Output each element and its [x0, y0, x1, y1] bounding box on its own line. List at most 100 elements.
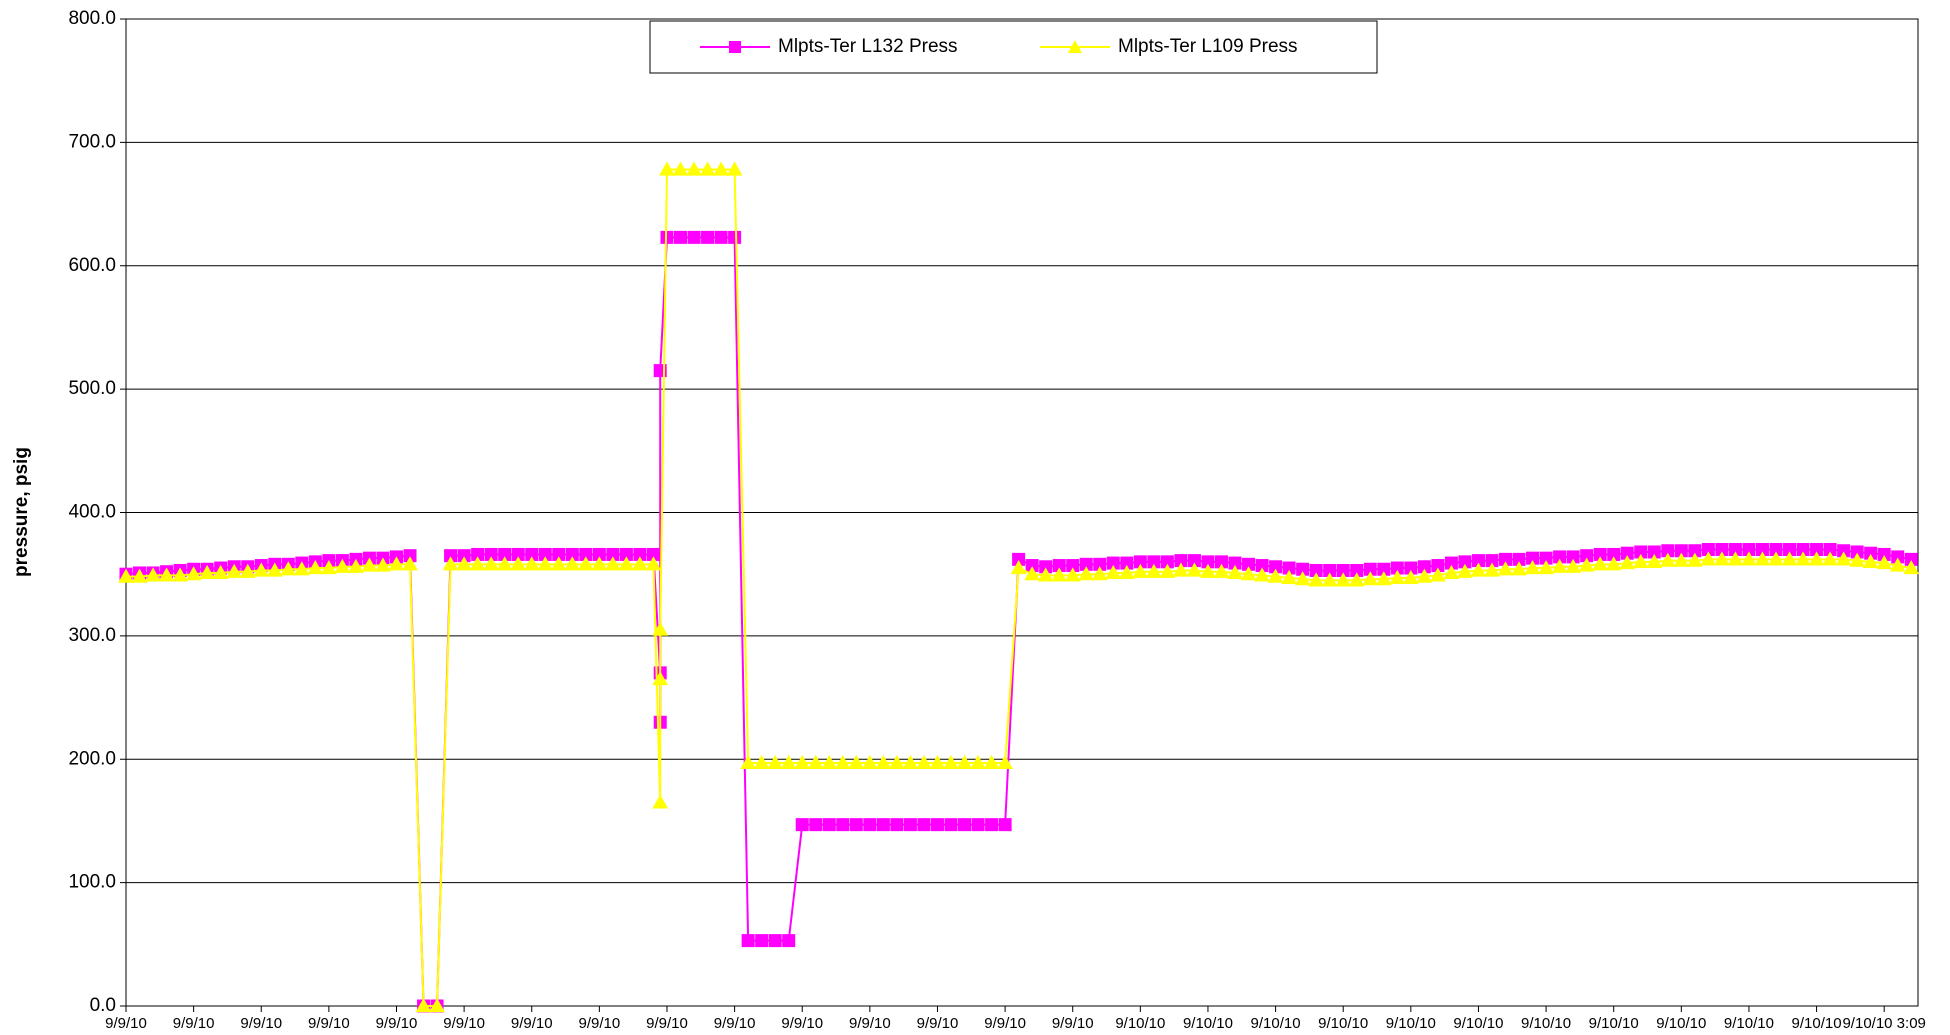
marker: [876, 818, 890, 832]
x-tick-label: 9/9/10: [578, 1015, 620, 1032]
marker: [1605, 556, 1622, 571]
marker: [834, 754, 851, 770]
marker: [293, 561, 310, 576]
legend-marker: [1068, 40, 1082, 53]
marker: [714, 230, 728, 244]
marker: [172, 567, 188, 582]
marker: [821, 754, 838, 770]
x-tick-label: 9/10/10: [1589, 1015, 1639, 1032]
plot-frame: [125, 18, 1919, 1007]
marker: [1592, 556, 1609, 571]
marker: [782, 934, 796, 948]
marker: [348, 558, 364, 573]
marker: [1375, 571, 1392, 586]
marker: [1700, 551, 1717, 566]
marker: [768, 934, 782, 948]
marker: [591, 556, 608, 571]
x-tick-label: 9/10/10: [1115, 1015, 1165, 1032]
marker: [1064, 567, 1081, 582]
y-tick-label: 800.0: [68, 8, 116, 29]
marker: [674, 230, 688, 244]
x-tick-label: 9/10/10: [1318, 1015, 1368, 1032]
marker: [226, 563, 243, 578]
marker: [672, 161, 689, 176]
marker: [537, 556, 554, 571]
marker: [1186, 562, 1203, 577]
marker: [605, 556, 621, 571]
marker: [930, 818, 944, 832]
marker: [442, 556, 459, 571]
marker: [1511, 561, 1527, 576]
legend-label: Mlpts-Ter L109 Press: [1118, 36, 1298, 57]
marker: [794, 754, 811, 770]
x-tick-label: 9/10/10: [1521, 1015, 1571, 1032]
marker: [1619, 555, 1636, 570]
x-tick-label: 9/9/10: [781, 1015, 823, 1032]
marker: [875, 754, 892, 770]
marker: [1118, 564, 1135, 580]
y-tick-label: 700.0: [68, 131, 116, 152]
marker: [199, 564, 215, 580]
marker: [1267, 568, 1284, 583]
y-tick-label: 300.0: [68, 625, 116, 646]
marker: [713, 161, 729, 176]
marker: [809, 818, 823, 832]
y-tick-label: 100.0: [68, 872, 116, 893]
x-tick-label: 9/9/10: [173, 1015, 215, 1032]
series: [118, 161, 1920, 1013]
marker: [388, 556, 405, 571]
marker: [997, 754, 1013, 770]
x-tick-label: 9/9/10: [714, 1015, 756, 1032]
marker: [890, 818, 904, 832]
marker: [118, 568, 134, 583]
marker: [1227, 564, 1243, 580]
marker: [1551, 558, 1568, 573]
x-tick-label: 9/9/10: [376, 1015, 418, 1032]
marker: [1321, 572, 1338, 587]
marker: [1538, 559, 1554, 575]
marker: [361, 557, 378, 572]
marker: [1687, 552, 1703, 567]
marker: [1146, 563, 1162, 578]
marker: [1159, 563, 1176, 578]
marker: [212, 564, 229, 580]
marker: [755, 934, 769, 948]
marker: [1335, 572, 1352, 587]
marker: [902, 754, 919, 770]
marker: [1484, 562, 1500, 577]
x-tick-label: 9/9/10: [1052, 1015, 1094, 1032]
marker: [1173, 562, 1189, 577]
marker: [998, 818, 1012, 832]
marker: [795, 818, 809, 832]
marker: [550, 556, 567, 571]
x-tick-label: 9/9/10: [646, 1015, 688, 1032]
marker: [618, 556, 635, 571]
x-tick-label: 9/9/10: [443, 1015, 485, 1032]
x-tick-label: 9/9/10: [917, 1015, 959, 1032]
marker: [266, 562, 283, 577]
marker: [1105, 564, 1122, 580]
marker: [985, 818, 999, 832]
marker: [943, 754, 959, 770]
marker: [1294, 571, 1311, 586]
marker: [944, 818, 958, 832]
marker: [632, 556, 648, 571]
marker: [483, 556, 500, 571]
marker: [686, 161, 702, 176]
marker: [1402, 569, 1419, 584]
marker: [917, 818, 931, 832]
marker: [971, 818, 985, 832]
x-tick-label: 9/10/10: [1251, 1015, 1301, 1032]
series: [119, 230, 1918, 1013]
marker: [740, 754, 756, 770]
marker: [523, 556, 540, 571]
marker: [1240, 566, 1257, 581]
marker: [741, 934, 755, 948]
marker: [1781, 551, 1798, 566]
marker: [1200, 563, 1216, 578]
series-line: [126, 168, 1912, 1007]
x-tick-label: 9/9/10: [240, 1015, 282, 1032]
marker: [1889, 557, 1906, 572]
marker: [1714, 551, 1730, 566]
